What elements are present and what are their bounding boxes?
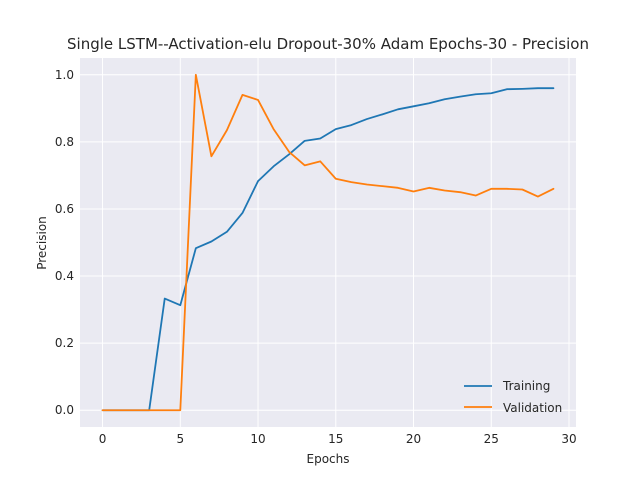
y-tick-labels: 0.0 0.2 0.4 0.6 0.8 1.0 <box>55 68 74 417</box>
legend-label-training: Training <box>502 379 550 393</box>
chart-title: Single LSTM--Activation-elu Dropout-30% … <box>67 35 589 53</box>
y-tick-label: 0.8 <box>55 135 74 149</box>
series-line-validation <box>101 73 555 412</box>
x-tick-labels: 0 5 10 15 20 25 30 <box>99 432 577 446</box>
x-tick-label: 0 <box>99 432 107 446</box>
x-tick-label: 30 <box>561 432 576 446</box>
y-tick-label: 0.0 <box>55 403 74 417</box>
legend: Training Validation <box>464 379 562 415</box>
x-tick-label: 25 <box>484 432 499 446</box>
x-tick-label: 15 <box>328 432 343 446</box>
y-tick-label: 0.6 <box>55 202 74 216</box>
legend-label-validation: Validation <box>503 401 562 415</box>
x-tick-label: 20 <box>406 432 421 446</box>
series-line-training <box>101 87 555 412</box>
y-tick-label: 0.4 <box>55 269 74 283</box>
y-tick-label: 0.2 <box>55 336 74 350</box>
plot-background <box>80 58 576 427</box>
y-axis-label: Precision <box>35 216 49 270</box>
x-axis-label: Epochs <box>307 452 350 466</box>
y-tick-label: 1.0 <box>55 68 74 82</box>
x-tick-label: 5 <box>176 432 184 446</box>
series-lines <box>101 73 555 412</box>
x-tick-label: 10 <box>250 432 265 446</box>
